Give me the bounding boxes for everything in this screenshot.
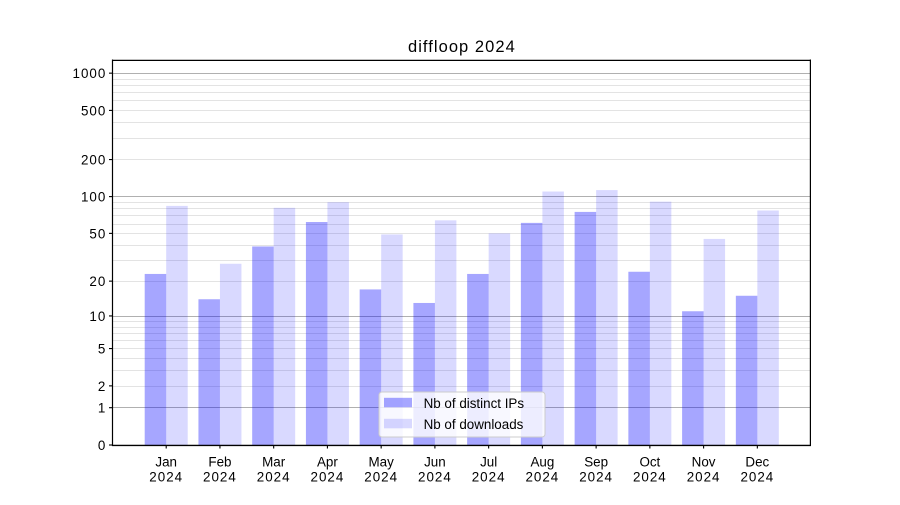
svg-text:Dec: Dec <box>745 454 769 469</box>
svg-text:2024: 2024 <box>633 469 667 484</box>
svg-text:Nb of downloads: Nb of downloads <box>424 417 524 432</box>
svg-text:Apr: Apr <box>317 454 338 469</box>
svg-text:2024: 2024 <box>203 469 237 484</box>
svg-text:2024: 2024 <box>687 469 721 484</box>
svg-text:Mar: Mar <box>262 454 286 469</box>
svg-text:Nov: Nov <box>692 454 716 469</box>
svg-text:May: May <box>369 454 395 469</box>
svg-text:2024: 2024 <box>472 469 506 484</box>
svg-text:1000: 1000 <box>73 66 107 81</box>
svg-text:Aug: Aug <box>530 454 554 469</box>
svg-text:2024: 2024 <box>525 469 559 484</box>
svg-text:diffloop 2024: diffloop 2024 <box>408 38 516 56</box>
svg-text:0: 0 <box>98 438 106 453</box>
svg-text:2024: 2024 <box>149 469 183 484</box>
svg-text:5: 5 <box>98 342 106 357</box>
svg-text:2024: 2024 <box>740 469 774 484</box>
svg-text:2024: 2024 <box>579 469 613 484</box>
svg-text:Jan: Jan <box>155 454 177 469</box>
svg-text:Jun: Jun <box>424 454 446 469</box>
svg-text:2024: 2024 <box>364 469 398 484</box>
svg-text:2024: 2024 <box>418 469 452 484</box>
svg-text:200: 200 <box>81 153 106 168</box>
svg-text:1: 1 <box>98 401 106 416</box>
svg-text:Nb of distinct IPs: Nb of distinct IPs <box>424 396 525 411</box>
svg-text:50: 50 <box>89 226 106 241</box>
svg-text:2024: 2024 <box>257 469 291 484</box>
svg-text:Feb: Feb <box>208 454 231 469</box>
svg-text:Sep: Sep <box>584 454 608 469</box>
svg-text:2024: 2024 <box>311 469 345 484</box>
svg-text:Oct: Oct <box>639 454 660 469</box>
svg-text:100: 100 <box>81 190 106 205</box>
svg-text:20: 20 <box>89 274 106 289</box>
svg-text:Jul: Jul <box>480 454 497 469</box>
svg-text:2: 2 <box>98 379 106 394</box>
svg-text:10: 10 <box>89 309 106 324</box>
svg-text:500: 500 <box>81 103 106 118</box>
